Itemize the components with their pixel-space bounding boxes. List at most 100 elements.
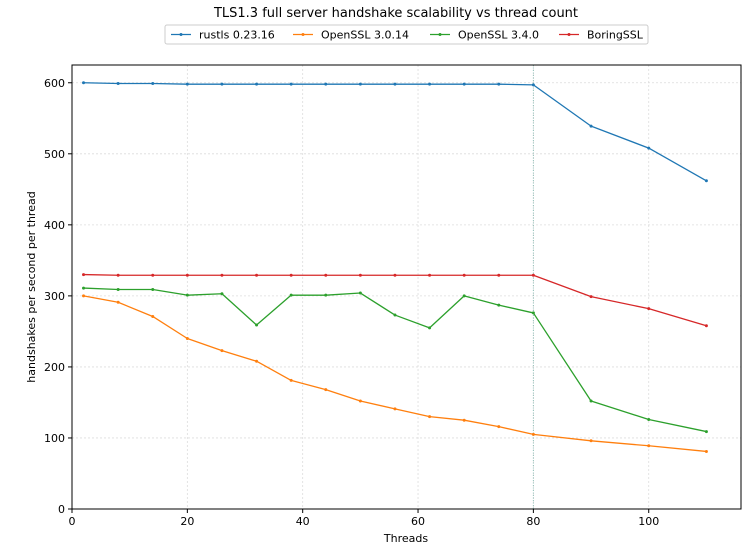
data-point: [531, 273, 535, 277]
data-point: [255, 323, 259, 327]
legend-marker: [179, 33, 183, 36]
data-point: [704, 449, 708, 453]
legend-label: rustls 0.23.16: [199, 29, 275, 42]
data-point: [462, 273, 466, 277]
data-point: [462, 82, 466, 86]
data-point: [589, 124, 593, 128]
data-point: [358, 273, 362, 277]
data-point: [255, 82, 259, 86]
data-point: [358, 291, 362, 295]
data-point: [220, 273, 224, 277]
y-tick-label: 200: [44, 361, 65, 374]
legend-marker: [301, 33, 305, 36]
data-point: [647, 444, 651, 448]
data-point: [82, 286, 86, 290]
series-openssl-3-0-14: [82, 294, 708, 453]
data-point: [358, 82, 362, 86]
data-point: [220, 292, 224, 296]
data-point: [462, 418, 466, 422]
data-point: [151, 314, 155, 318]
data-point: [428, 82, 432, 86]
gridlines: [71, 65, 741, 510]
series-rustls-0-23-16: [82, 81, 708, 183]
x-tick-label: 20: [180, 515, 194, 528]
data-point: [185, 273, 189, 277]
data-point: [428, 273, 432, 277]
legend-item: OpenSSL 3.4.0: [430, 29, 539, 42]
data-point: [358, 399, 362, 403]
data-point: [220, 82, 224, 86]
data-point: [82, 294, 86, 298]
data-point: [220, 349, 224, 353]
data-point: [116, 273, 120, 277]
data-point: [589, 439, 593, 443]
y-axis-label: handshakes per second per thread: [25, 191, 38, 382]
data-point: [324, 82, 328, 86]
data-point: [589, 295, 593, 299]
data-point: [393, 82, 397, 86]
data-point: [289, 378, 293, 382]
x-tick-label: 100: [638, 515, 659, 528]
y-axis: 0 100 200 300 400 500 600: [44, 77, 72, 516]
data-point: [704, 179, 708, 183]
y-tick-label: 600: [44, 77, 65, 90]
series-line-openssl-3-0-14: [83, 295, 707, 453]
data-point: [185, 293, 189, 297]
data-point: [497, 425, 501, 429]
y-tick-label: 300: [44, 290, 65, 303]
x-tick-label: 40: [296, 515, 310, 528]
legend: rustls 0.23.16 OpenSSL 3.0.14 OpenSSL 3.4.…: [164, 24, 649, 45]
data-point: [393, 313, 397, 317]
x-axis-label: Threads: [383, 532, 428, 545]
data-point: [289, 293, 293, 297]
legend-label: OpenSSL 3.4.0: [458, 29, 539, 42]
data-point: [185, 337, 189, 341]
data-point: [462, 294, 466, 298]
data-point: [151, 273, 155, 277]
legend-frame: [164, 24, 649, 45]
legend-item: BoringSSL: [559, 29, 644, 42]
data-point: [255, 359, 259, 363]
data-point: [185, 82, 189, 86]
data-point: [428, 415, 432, 419]
data-point: [647, 307, 651, 311]
chart-title: TLS1.3 full server handshake scalability…: [213, 6, 578, 21]
data-point: [151, 81, 155, 85]
data-point: [393, 407, 397, 411]
data-point: [116, 287, 120, 291]
y-tick-label: 100: [44, 432, 65, 445]
data-point: [82, 273, 86, 277]
data-point: [324, 293, 328, 297]
y-tick-label: 0: [58, 503, 65, 516]
series-layer: [82, 81, 708, 453]
y-tick-label: 400: [44, 219, 65, 232]
x-tick-label: 80: [526, 515, 540, 528]
legend-label: BoringSSL: [587, 29, 644, 42]
y-tick-label: 500: [44, 148, 65, 161]
data-point: [704, 430, 708, 434]
legend-label: OpenSSL 3.0.14: [321, 29, 409, 42]
data-point: [589, 399, 593, 403]
x-axis: 0 20 40 60 80 100: [69, 509, 659, 528]
data-point: [531, 432, 535, 436]
data-point: [393, 273, 397, 277]
data-point: [497, 273, 501, 277]
data-point: [116, 300, 120, 304]
data-point: [531, 311, 535, 315]
data-point: [324, 388, 328, 392]
legend-item: OpenSSL 3.0.14: [293, 29, 409, 42]
data-point: [647, 417, 651, 421]
data-point: [151, 287, 155, 291]
series-boringssl: [82, 273, 708, 328]
data-point: [647, 146, 651, 150]
data-point: [82, 81, 86, 85]
legend-marker: [438, 33, 442, 36]
data-point: [704, 324, 708, 328]
data-point: [255, 273, 259, 277]
data-point: [497, 82, 501, 86]
data-point: [289, 273, 293, 277]
series-openssl-3-4-0: [82, 286, 708, 434]
data-point: [116, 81, 120, 85]
x-tick-label: 60: [411, 515, 425, 528]
